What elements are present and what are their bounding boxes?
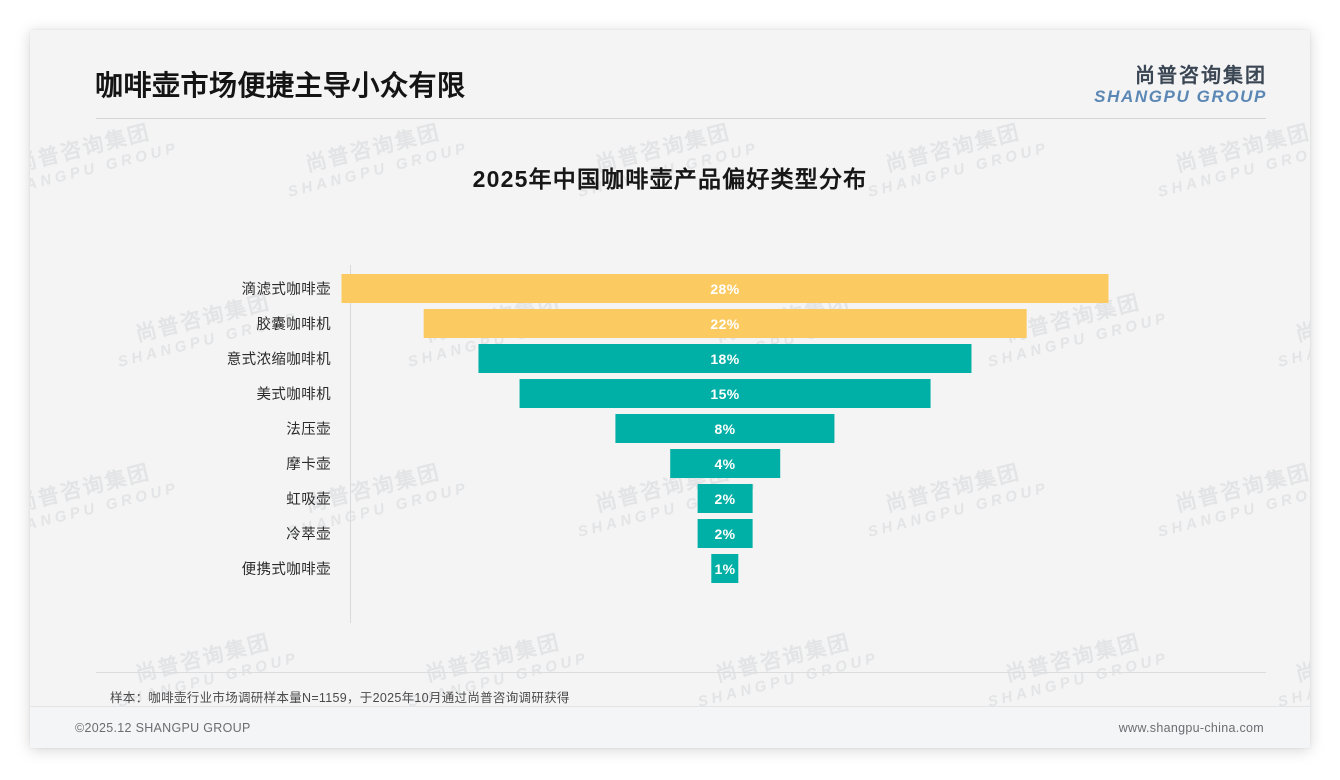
chart-row: 法压壶 8% [96,411,1246,446]
watermark-cn: 尚普咨询集团 [1293,630,1310,687]
bar-track: 22% [341,306,1246,341]
chart-row: 胶囊咖啡机 22% [96,306,1246,341]
bar-value-label: 22% [710,315,740,332]
footer-website[interactable]: www.shangpu-china.com [1118,720,1264,735]
brand-logo-cn: 尚普咨询集团 [1135,64,1267,87]
watermark-en: SHANGPU GROUP [985,648,1171,711]
chart-row: 美式咖啡机 15% [96,376,1246,411]
chart-rows: 滴滤式咖啡壶 28% 胶囊咖啡机 22% 意式浓缩咖啡机 18% 美式咖啡机 15% 法压壶 8%… [96,271,1246,586]
page-title: 咖啡壶市场便捷主导小众有限 [95,70,466,101]
brand-logo: 尚普咨询集团 SHANGPU GROUP [1094,65,1267,118]
category-label: 滴滤式咖啡壶 [241,282,331,298]
category-label: 胶囊咖啡机 [256,317,331,333]
category-label: 法压壶 [286,422,331,438]
bar-track: 18% [341,341,1246,376]
footer-copyright: ©2025.12 SHANGPU GROUP [75,720,251,735]
chart-footnote: 样本：咖啡壶行业市场调研样本量N=1159，于2025年10月通过尚普咨询调研获… [110,691,570,705]
category-label: 冷萃壶 [286,527,331,543]
watermark-en: SHANGPU GROUP [1275,309,1310,371]
watermark-en: SHANGPU GROUP [1275,649,1310,711]
slide-footer: ©2025.12 SHANGPU GROUP www.shangpu-china… [30,706,1310,748]
bar-value-label: 15% [710,385,740,402]
category-label: 摩卡壶 [286,457,331,473]
bar-track: 8% [341,411,1246,446]
category-label: 虹吸壶 [286,492,331,508]
bar-value-label: 2% [714,490,736,507]
bar-track: 15% [341,376,1246,411]
chart-row: 虹吸壶 2% [96,481,1246,516]
funnel-bar[interactable]: 18% [478,344,972,373]
category-label: 意式浓缩咖啡机 [226,352,331,368]
watermark-cn: 尚普咨询集团 [1293,290,1310,347]
bar-value-label: 8% [714,420,736,437]
bar-value-label: 2% [714,525,736,542]
funnel-bar[interactable]: 8% [615,414,835,443]
category-label: 美式咖啡机 [256,387,331,403]
bar-track: 28% [341,271,1246,306]
chart-title: 2025年中国咖啡壶产品偏好类型分布 [472,166,868,192]
chart-row: 滴滤式咖啡壶 28% [96,271,1246,306]
bar-track: 2% [341,516,1246,551]
header-divider [96,118,1266,119]
chart-axis-line [350,265,351,623]
slide-header: 咖啡壶市场便捷主导小众有限 尚普咨询集团 SHANGPU GROUP [30,30,1310,120]
chart-row: 冷萃壶 2% [96,516,1246,551]
funnel-bar[interactable]: 4% [670,449,780,478]
bar-track: 2% [341,481,1246,516]
chart-row: 摩卡壶 4% [96,446,1246,481]
funnel-bar[interactable]: 22% [423,309,1027,338]
funnel-bar[interactable]: 15% [519,379,931,408]
bar-track: 4% [341,446,1246,481]
chart-row: 意式浓缩咖啡机 18% [96,341,1246,376]
funnel-bar[interactable]: 28% [341,274,1109,303]
funnel-chart: 滴滤式咖啡壶 28% 胶囊咖啡机 22% 意式浓缩咖啡机 18% 美式咖啡机 15% 法压壶 8%… [96,235,1246,655]
footnote-divider [96,672,1266,673]
funnel-bar[interactable]: 2% [697,484,753,513]
bar-value-label: 28% [710,280,740,297]
category-label: 便携式咖啡壶 [241,562,331,578]
bar-value-label: 1% [714,560,736,577]
bar-value-label: 18% [710,350,740,367]
bar-track: 1% [341,551,1246,586]
brand-logo-en: SHANGPU GROUP [1094,86,1267,106]
slide-card: 尚普咨询集团 SHANGPU GROUP 尚普咨询集团 SHANGPU GROUP 尚普… [30,30,1310,748]
funnel-bar[interactable]: 2% [697,519,753,548]
bar-value-label: 4% [714,455,736,472]
watermark-en: SHANGPU GROUP [695,648,881,711]
chart-row: 便携式咖啡壶 1% [96,551,1246,586]
funnel-bar[interactable]: 1% [711,554,739,583]
